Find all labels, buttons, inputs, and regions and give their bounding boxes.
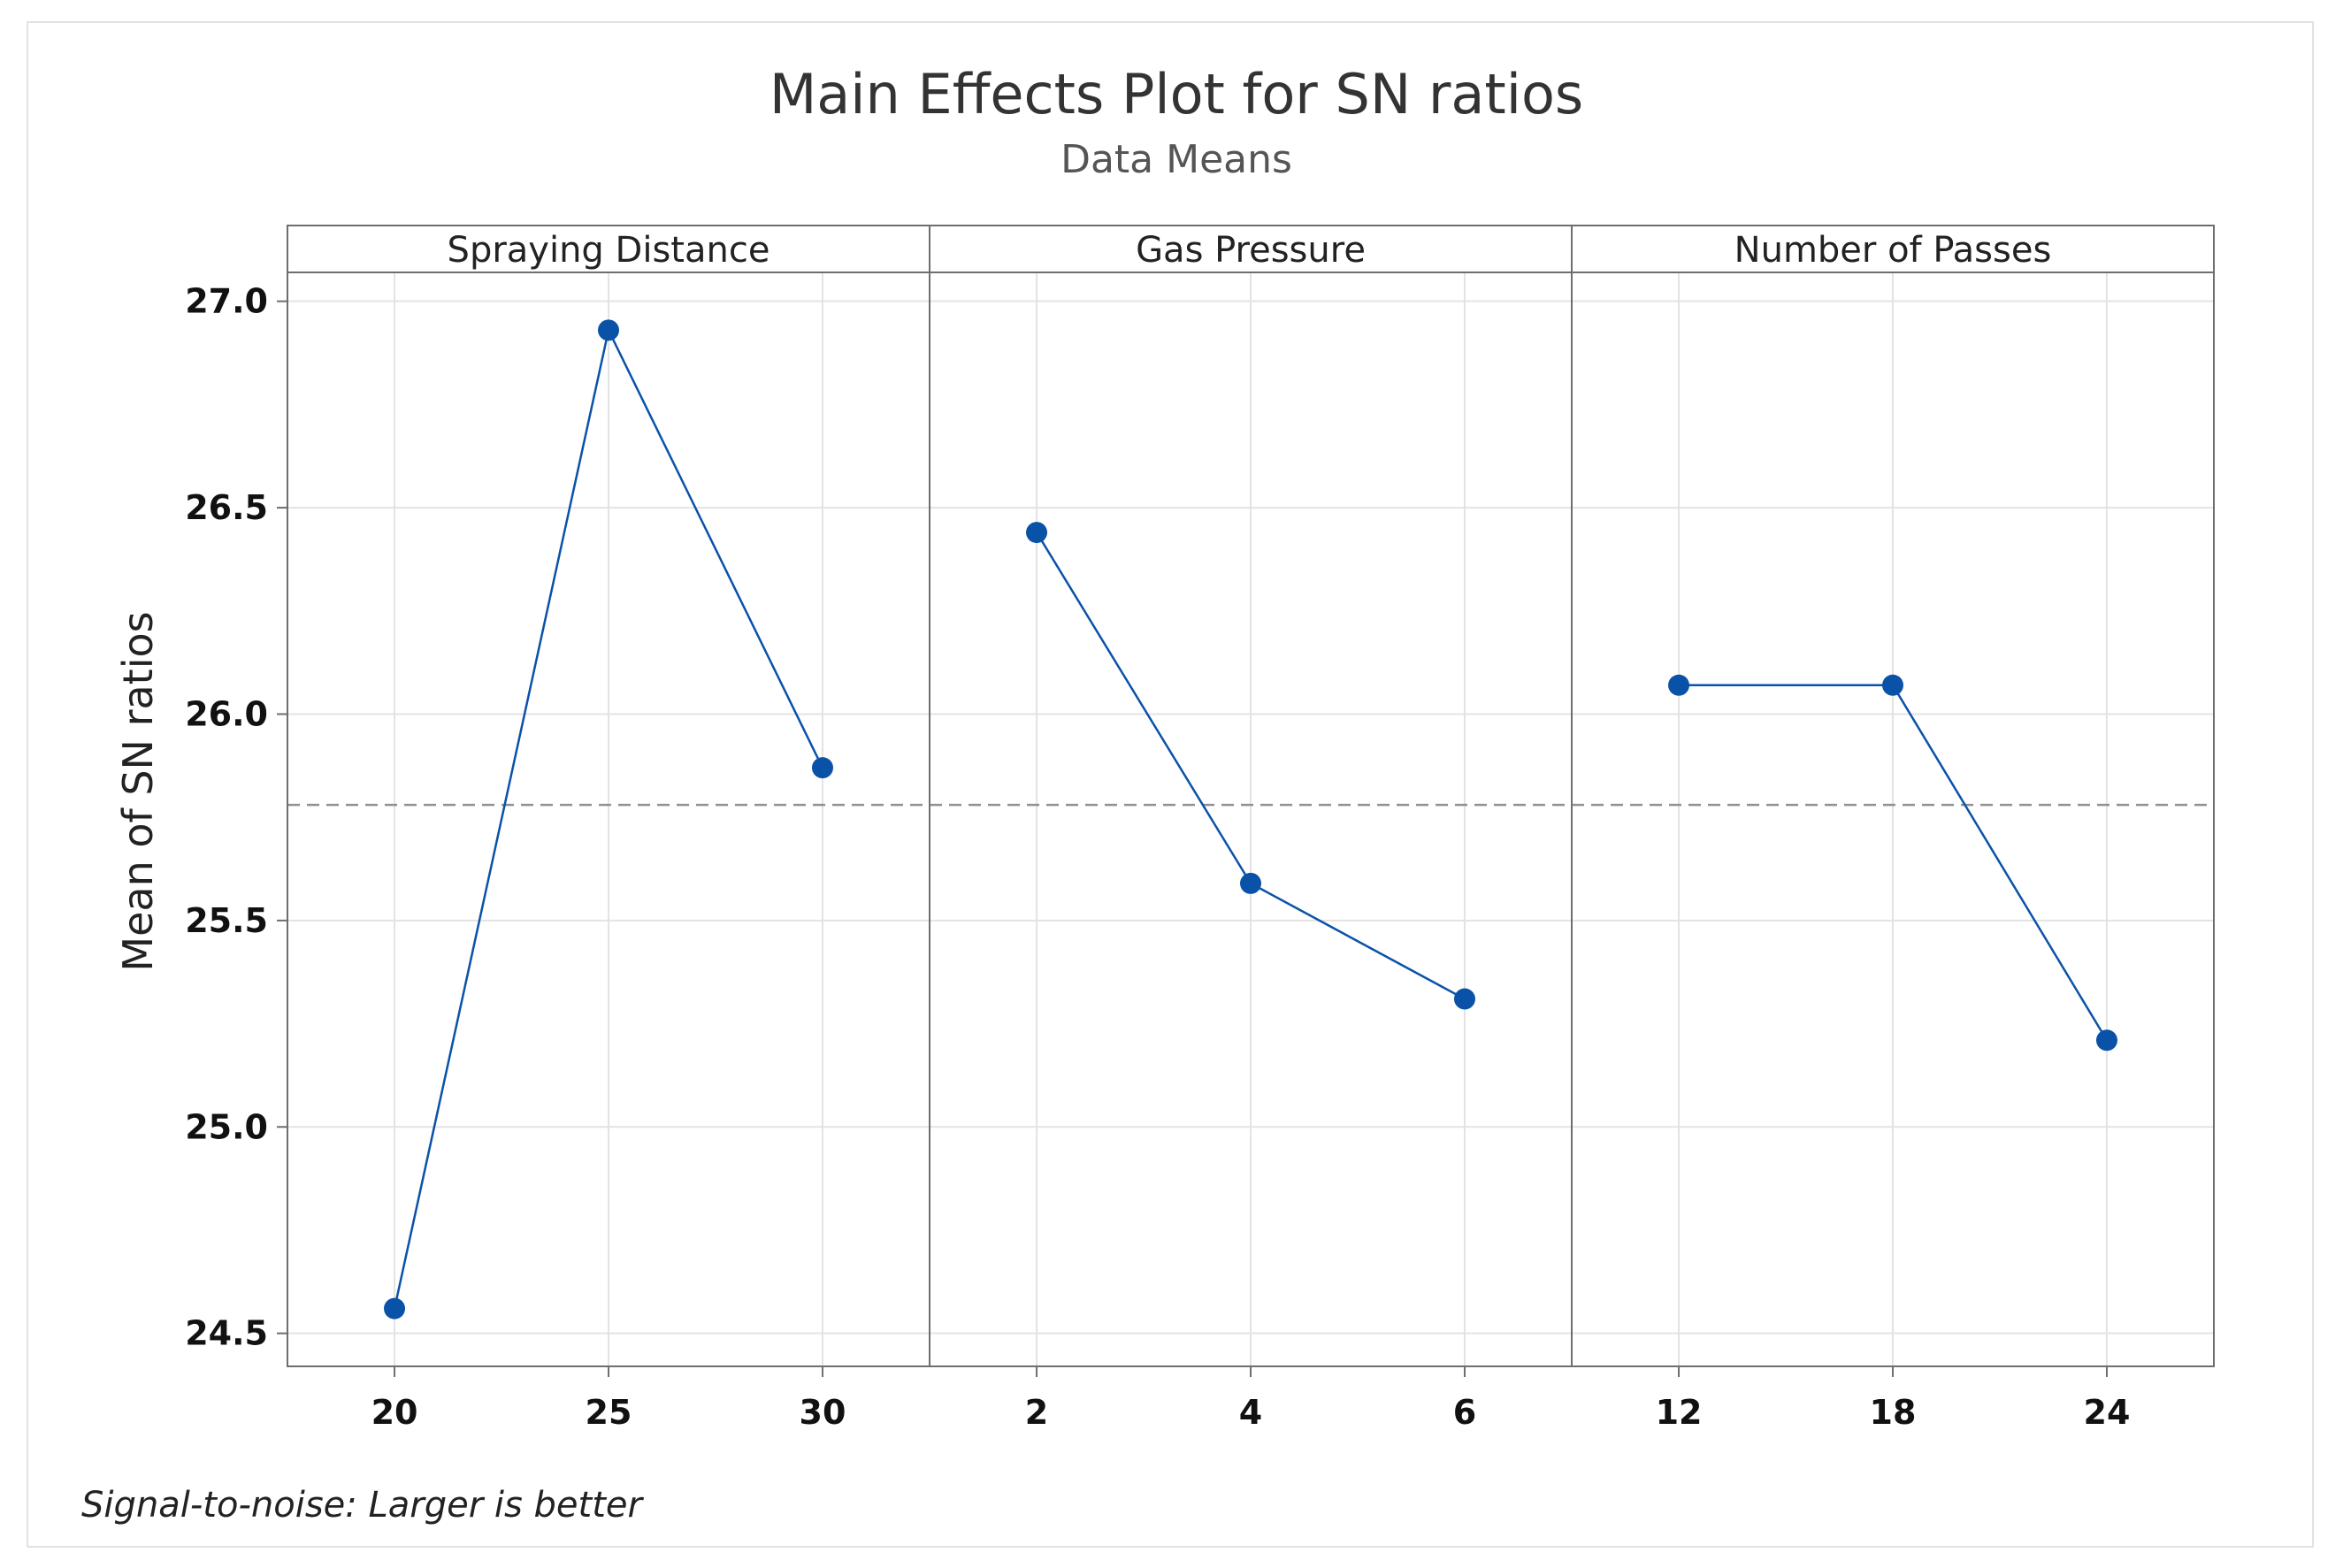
y-tick-label: 25.5 (185, 901, 268, 940)
data-point (1668, 674, 1690, 696)
y-axis-label: Mean of SN ratios (114, 611, 162, 971)
x-tick-label: 20 (371, 1393, 418, 1432)
data-point (598, 319, 619, 341)
data-point (2095, 1029, 2117, 1052)
x-tick-label: 18 (1870, 1393, 1917, 1432)
x-tick-label: 2 (1025, 1393, 1048, 1432)
chart-frame (27, 21, 2314, 1548)
x-tick-label: 30 (800, 1393, 846, 1432)
x-tick-label: 25 (586, 1393, 632, 1432)
panel-header-label: Number of Passes (1734, 230, 2052, 271)
footnote: Signal-to-noise: Larger is better (81, 1485, 645, 1526)
data-point (1882, 674, 1903, 696)
y-tick-label: 26.5 (185, 488, 268, 527)
panel-header-label: Gas Pressure (1136, 230, 1366, 271)
data-point (384, 1297, 406, 1319)
chart-title: Main Effects Plot for SN ratios (770, 62, 1583, 126)
panel-header (1571, 225, 2215, 273)
x-tick-label: 6 (1453, 1393, 1476, 1432)
x-tick-label: 12 (1656, 1393, 1703, 1432)
y-tick-label: 27.0 (185, 282, 268, 321)
data-point (1453, 988, 1475, 1010)
panel-header-label: Spraying Distance (448, 230, 770, 271)
y-tick-label: 26.0 (185, 694, 268, 733)
x-tick-label: 4 (1239, 1393, 1262, 1432)
data-point (811, 757, 833, 779)
data-point (1026, 522, 1048, 544)
y-tick-label: 25.0 (185, 1107, 268, 1146)
chart-subtitle: Data Means (1060, 137, 1292, 182)
data-point (1240, 872, 1261, 894)
y-tick-label: 24.5 (185, 1314, 268, 1353)
x-tick-label: 24 (2084, 1393, 2131, 1432)
